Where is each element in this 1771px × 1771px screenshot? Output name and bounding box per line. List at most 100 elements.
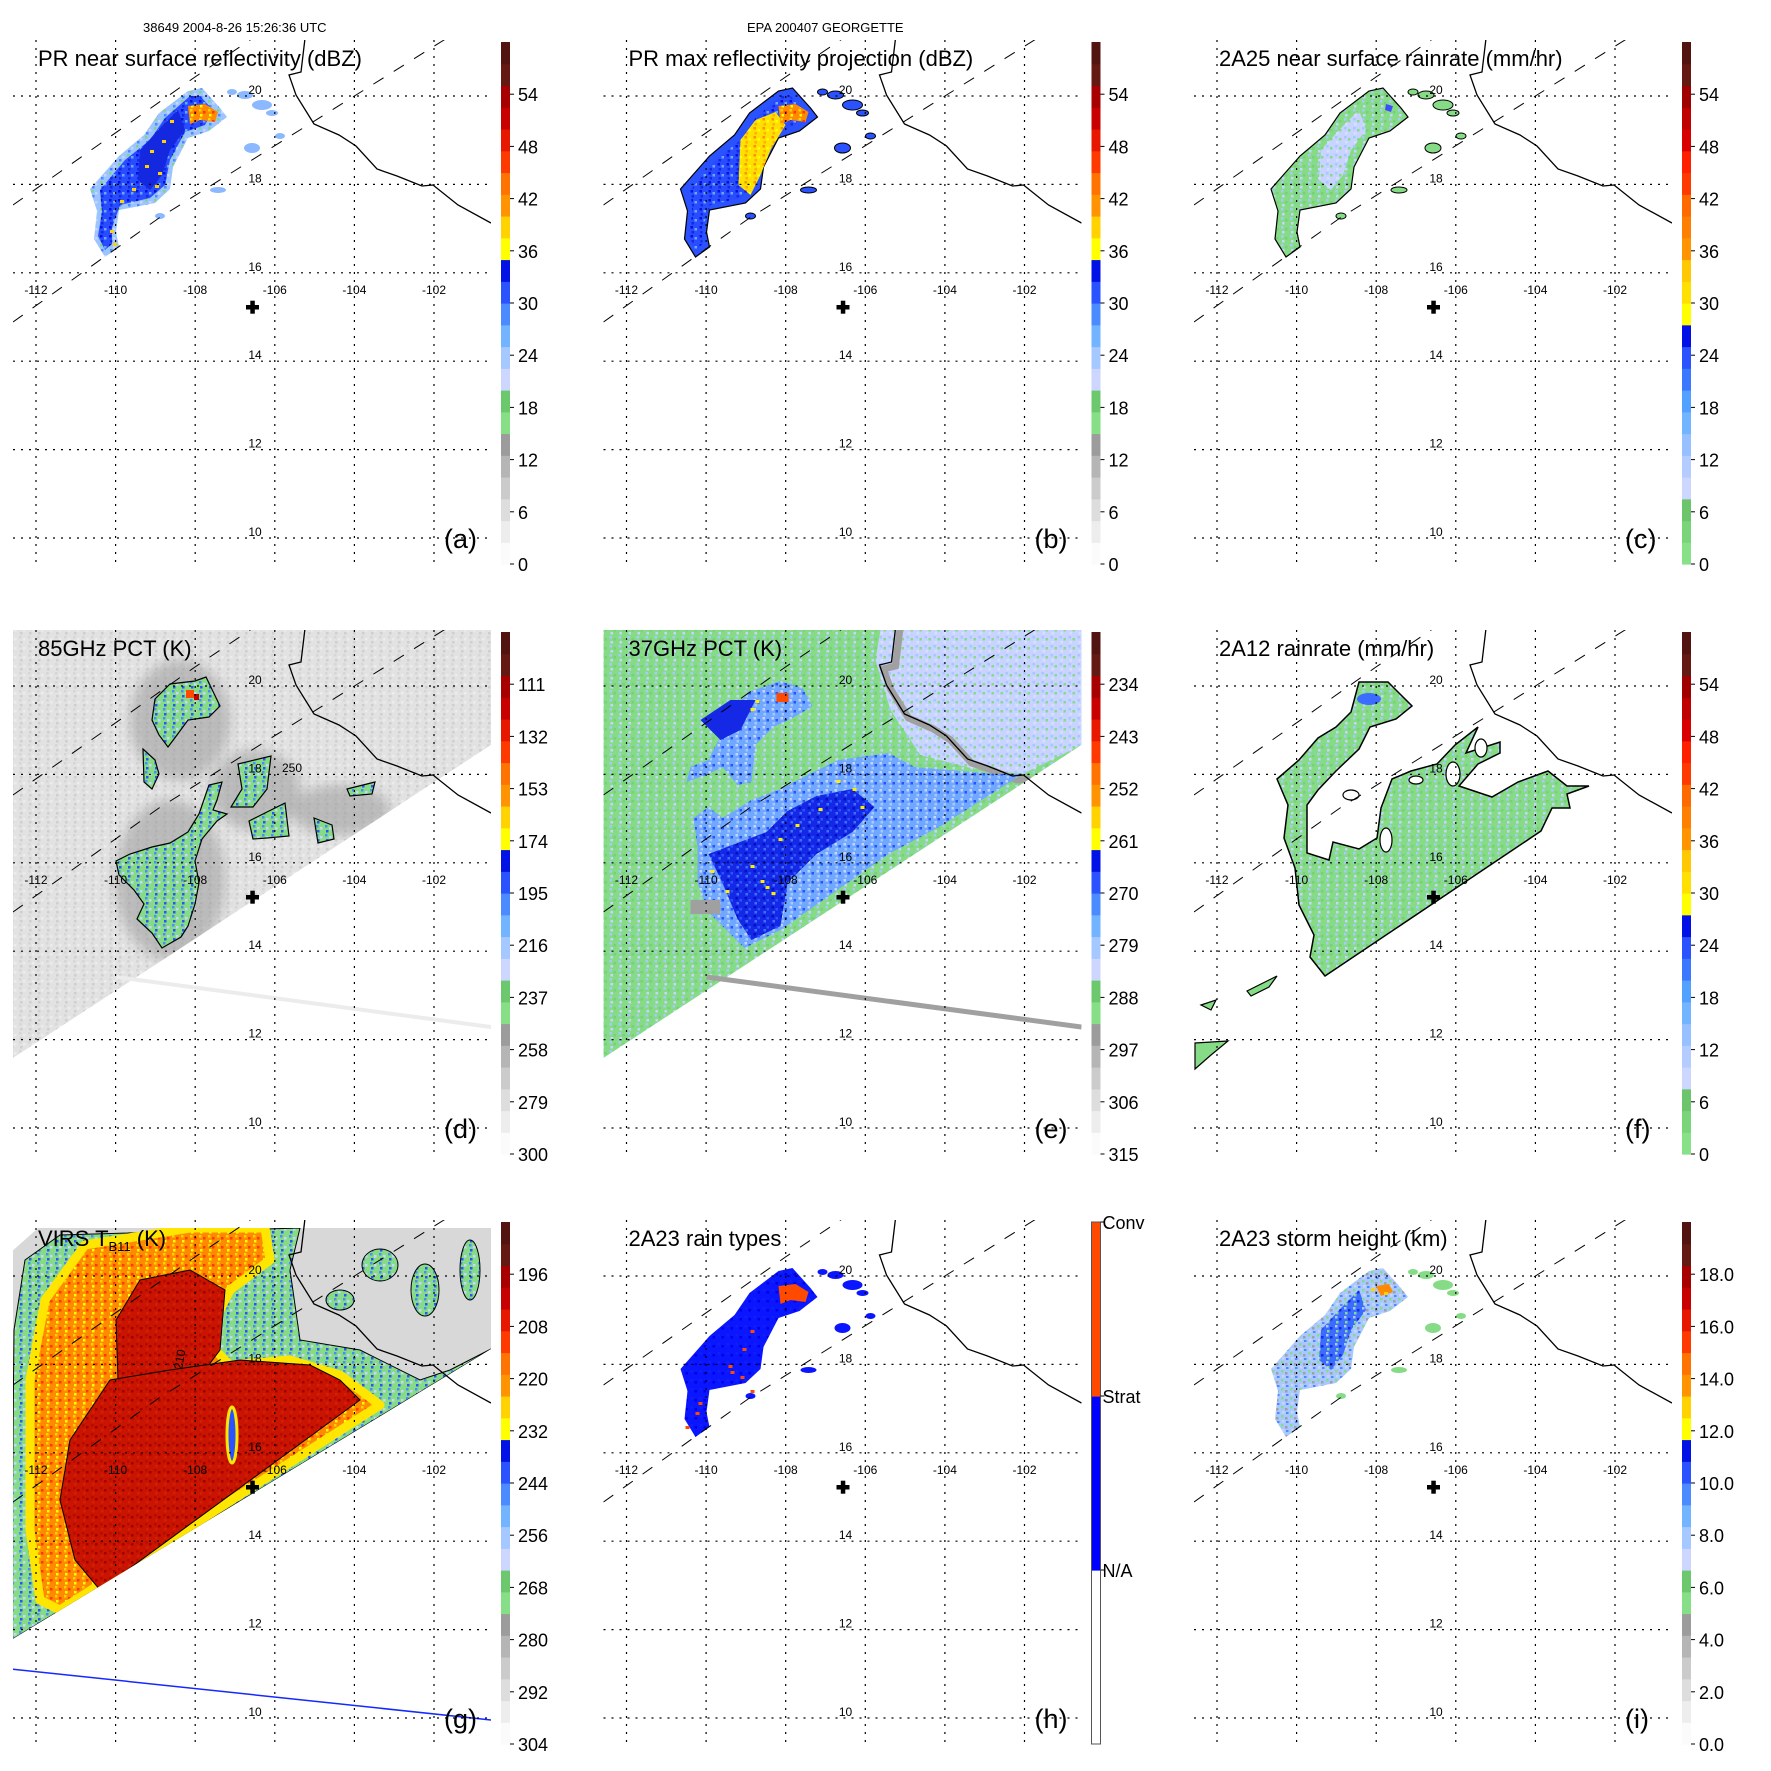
colorbar-segment: [1091, 849, 1101, 872]
colorbar-label: 12: [518, 451, 538, 471]
rain-cell: [244, 143, 260, 153]
rain-area: [1199, 998, 1218, 1011]
colorbar-segment: [1091, 542, 1101, 565]
colorbar-label: 16.0: [1699, 1317, 1734, 1337]
pr-swath-edge: [1194, 1220, 1433, 1386]
rain-cell: [827, 1271, 844, 1279]
pr-swath-edge: [1194, 40, 1626, 323]
colorbar-segment: [1682, 1417, 1691, 1441]
storm-center-cross-icon: [1431, 1480, 1436, 1494]
longitude-tick-label: -102: [1012, 873, 1036, 887]
colorbar-segment: [1682, 1439, 1691, 1462]
colorbar-segment: [1682, 762, 1691, 785]
colorbar-segment: [1682, 1243, 1691, 1267]
latitude-tick-label: 16: [248, 260, 262, 274]
map-plot: [603, 1220, 1082, 1742]
pr-swath-edge: [1194, 630, 1433, 796]
map-plot: 210: [13, 1220, 491, 1742]
no-rain-hole: [1379, 827, 1393, 853]
map-plot: [1194, 630, 1672, 1152]
coastline: [878, 630, 1082, 814]
longitude-tick-label: -110: [1285, 283, 1308, 297]
colorbar-label: 306: [1109, 1093, 1139, 1113]
colorbar-segment: [1682, 1110, 1691, 1133]
latitude-tick-label: 16: [248, 850, 262, 864]
colorbar-segment: [501, 1504, 510, 1528]
colorbar-label: N/A: [1103, 1561, 1133, 1581]
colorbar-label: 24: [1699, 346, 1719, 366]
colorbar-segment: [1682, 42, 1691, 65]
colorbar-segment: [501, 1088, 510, 1112]
colorbar-label: 0: [518, 555, 528, 575]
colorbar-segment: [1091, 85, 1101, 108]
colorbar-segment: [1682, 1483, 1691, 1506]
longitude-tick-label: -110: [695, 873, 718, 887]
pr-swath-edge: [13, 40, 252, 206]
panel-title-text: PR near surface reflectivity (dBZ): [38, 46, 362, 71]
intense-pixel: [778, 838, 783, 841]
colorbar-segment: [1682, 172, 1691, 195]
pr-swath-edge: [13, 1220, 252, 1386]
storm-center-cross-icon: [250, 300, 255, 314]
land-pixels: [690, 900, 721, 914]
latitude-tick-label: 12: [1429, 1617, 1443, 1631]
colorbar-segment: [1091, 914, 1101, 938]
rain-cell: [1446, 109, 1460, 117]
colorbar-segment: [501, 1243, 510, 1267]
colorbar-segment: [1682, 1132, 1691, 1155]
longitude-tick-label: -112: [24, 1463, 47, 1477]
colorbar-segment: [501, 1045, 510, 1068]
pr-swath-edge: [1194, 630, 1626, 913]
latitude-tick-label: 14: [1429, 938, 1443, 952]
colorbar-label: Conv: [1103, 1213, 1145, 1233]
colorbar-segment: [1682, 281, 1691, 304]
colorbar-segment: [1091, 1222, 1101, 1397]
colorbar-segment: [501, 281, 510, 304]
colorbar-segment: [1091, 827, 1101, 851]
strong-scattering-core: [700, 700, 756, 740]
colorbar-label: Strat: [1103, 1387, 1141, 1407]
intense-pixel: [750, 1330, 755, 1333]
colorbar-segment: [501, 675, 510, 698]
colorbar-segment: [1682, 675, 1691, 698]
rain-cell: [1432, 99, 1454, 111]
colorbar-label: 18: [518, 398, 538, 418]
colorbar-segment: [1682, 542, 1691, 565]
colorbar-label: 6: [1109, 503, 1119, 523]
cloud-patch: [361, 1248, 399, 1282]
colorbar-segment: [501, 390, 510, 413]
colorbar-segment: [1091, 194, 1101, 217]
rain-cell: [1433, 1280, 1453, 1290]
latitude-tick-label: 20: [839, 1263, 853, 1277]
colorbar-segment: [1682, 784, 1691, 807]
colorbar-segment: [1682, 1023, 1691, 1046]
contour-label: 210: [171, 1348, 188, 1370]
latitude-tick-label: 14: [839, 938, 853, 952]
panel-h: -112 -110 -108 -106 -104 -102 20 18 16 14 12 10 2A23…: [603, 1213, 1145, 1745]
colorbar-label: 0: [1699, 1145, 1709, 1165]
colorbar-segment: [501, 498, 510, 522]
longitude-tick-label: -112: [24, 873, 47, 887]
colorbar-segment: [501, 63, 510, 87]
colorbar-segment: [1091, 411, 1101, 435]
colorbar-segment: [501, 107, 510, 130]
colorbar-segment: [1682, 1001, 1691, 1025]
colorbar-label: 48: [518, 137, 538, 157]
colorbar: 0 6 12 18 24 30 36 42 48 54: [1682, 632, 1719, 1165]
colorbar-segment: [501, 194, 510, 217]
panel-letter: (h): [1035, 1704, 1068, 1734]
colorbar-segment: [1091, 281, 1101, 304]
longitude-tick-label: -104: [1523, 873, 1547, 887]
rain-cell: [745, 1393, 756, 1399]
panel-f: -112 -110 -108 -106 -104 -102 20 18 16 14 12 10 2A12…: [1194, 630, 1719, 1165]
colorbar-segment: [1682, 1504, 1691, 1528]
latitude-tick-label: 18: [839, 1351, 853, 1365]
panel-title: 2A12 rainrate (mm/hr): [1219, 636, 1434, 661]
panel-title-text: VIRS T: [38, 1226, 109, 1251]
rain-cell: [1425, 1323, 1441, 1333]
rain-cell: [275, 133, 285, 139]
latitude-tick-label: 16: [839, 850, 853, 864]
colorbar-segment: [1091, 936, 1101, 959]
colorbar-segment: [501, 542, 510, 565]
cold-halo: [290, 785, 390, 835]
